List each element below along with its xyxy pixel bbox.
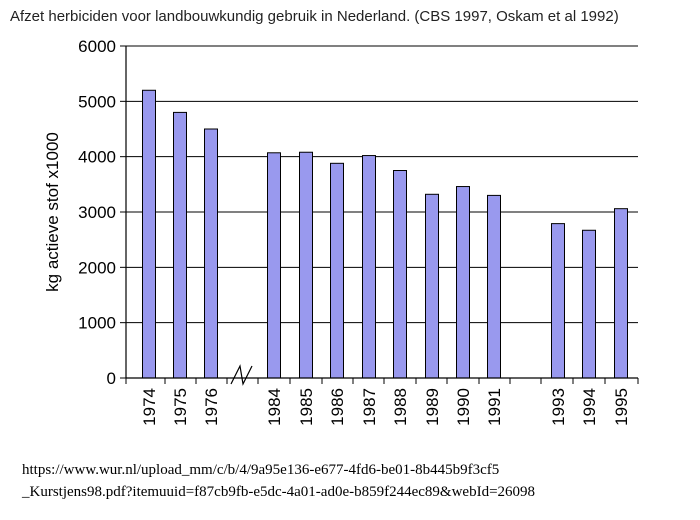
bar-1974 (142, 89, 156, 379)
bar-1984 (267, 152, 281, 379)
bar-1986 (330, 162, 344, 379)
x-tick-label-1990: 1990 (454, 388, 473, 426)
bar-1987 (362, 155, 376, 379)
bar-1988 (393, 170, 407, 379)
bar-1985 (299, 151, 313, 379)
x-tick-label-1985: 1985 (297, 388, 316, 426)
y-tick-label: 4000 (78, 148, 116, 167)
x-tick-labels: 1974 1975 1976 1984 1985 1986 1987 1988 1989 1990… (140, 388, 631, 426)
x-tick-label-1988: 1988 (391, 388, 410, 426)
y-tick-label: 0 (107, 369, 116, 388)
x-tick-label-1994: 1994 (580, 388, 599, 426)
bar-1995 (614, 208, 628, 379)
y-tick-labels: 0 1000 2000 3000 4000 5000 6000 (78, 37, 116, 388)
bar-1994 (582, 229, 596, 379)
source-url-line-2[interactable]: _Kurstjens98.pdf?itemuuid=f87cb9fb-e5dc-… (22, 484, 536, 500)
x-tick-label-1989: 1989 (423, 388, 442, 426)
bar-1975 (173, 111, 187, 379)
x-tick-label-1974: 1974 (140, 388, 159, 426)
bar-1991 (487, 194, 501, 379)
source-url-line-1[interactable]: https://www.wur.nl/upload_mm/c/b/4/9a95e… (22, 462, 500, 478)
y-tick-label: 5000 (78, 92, 116, 111)
x-tick-label-1991: 1991 (485, 388, 504, 426)
x-tick-label-1976: 1976 (202, 388, 221, 426)
x-tick-label-1984: 1984 (265, 388, 284, 426)
y-tick-label: 2000 (78, 258, 116, 277)
y-tick-label: 3000 (78, 203, 116, 222)
bar-1989 (425, 193, 439, 379)
x-tick-label-1995: 1995 (612, 388, 631, 426)
bar-1990 (456, 186, 470, 379)
y-tick-label: 6000 (78, 37, 116, 56)
axes (125, 46, 639, 386)
y-axis-label: kg actieve stof x1000 (43, 132, 62, 292)
bar-1976 (204, 128, 218, 379)
axis-break-mark (230, 364, 253, 386)
x-tick-label-1987: 1987 (360, 388, 379, 426)
bars (142, 89, 628, 379)
chart-title: Afzet herbiciden voor landbouwkundig geb… (10, 8, 619, 25)
x-tick-label-1993: 1993 (549, 388, 568, 426)
x-tick-label-1986: 1986 (328, 388, 347, 426)
bar-1993 (551, 223, 565, 379)
x-tick-label-1975: 1975 (171, 388, 190, 426)
y-tick-label: 1000 (78, 314, 116, 333)
